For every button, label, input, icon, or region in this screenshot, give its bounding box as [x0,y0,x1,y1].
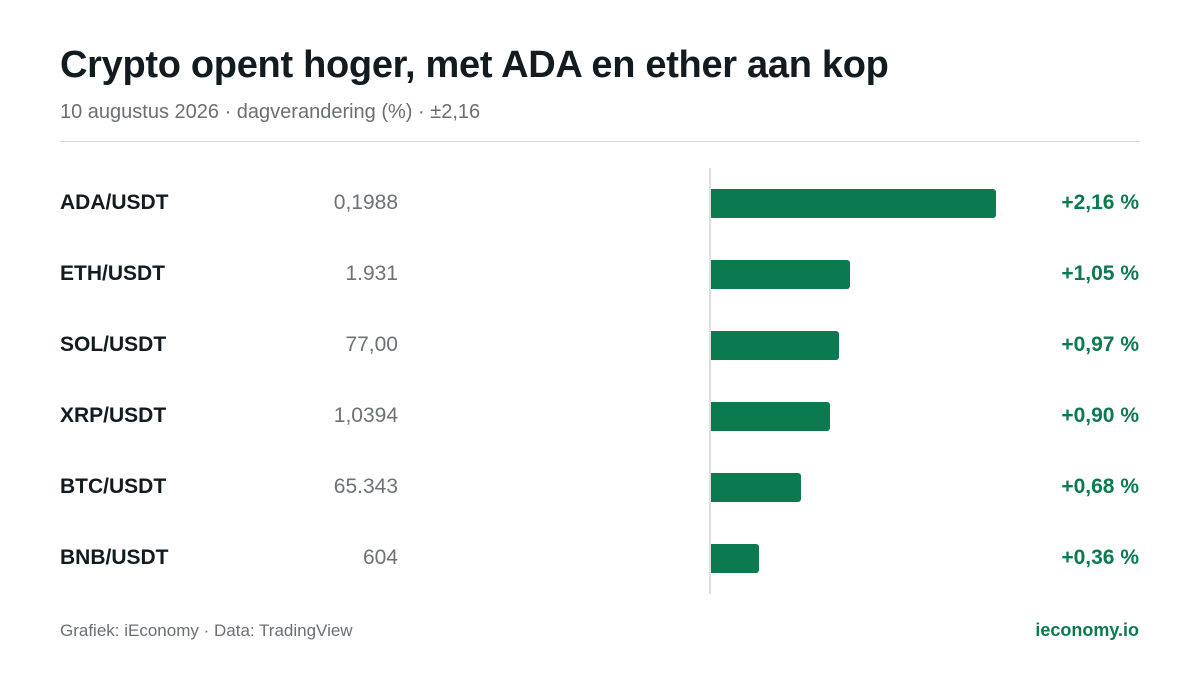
change-label: +0,36 % [1061,546,1139,569]
bar [711,331,839,360]
change-label: +0,90 % [1061,404,1139,427]
price-value: 1,0394 [333,404,398,427]
price-value: 77,00 [345,333,398,356]
pair-label: SOL/USDT [60,333,167,356]
table-row: BTC/USDT 65.343 +0,68 % [0,452,1200,523]
pair-label: XRP/USDT [60,404,167,427]
chart-subtitle: 10 augustus 2026 · dagverandering (%) · … [60,101,481,123]
source-credit: Grafiek: iEconomy · Data: TradingView [60,621,353,640]
price-value: 604 [362,546,398,569]
change-label: +2,16 % [1061,191,1139,214]
pair-label: BNB/USDT [60,546,169,569]
bar [711,189,996,218]
change-label: +1,05 % [1061,262,1139,285]
price-value: 0,1988 [333,191,398,214]
change-label: +0,97 % [1061,333,1139,356]
table-row: ADA/USDT 0,1988 +2,16 % [0,168,1200,239]
table-row: SOL/USDT 77,00 +0,97 % [0,310,1200,381]
chart-title: Crypto opent hoger, met ADA en ether aan… [60,44,889,86]
price-value: 65.343 [333,475,398,498]
table-row: XRP/USDT 1,0394 +0,90 % [0,381,1200,452]
bar [711,402,830,431]
bar [711,473,801,502]
table-row: BNB/USDT 604 +0,36 % [0,523,1200,594]
zero-axis-line [709,168,711,594]
header-divider [60,141,1140,142]
pair-label: ETH/USDT [60,262,165,285]
bar [711,260,850,289]
price-value: 1.931 [345,262,398,285]
change-label: +0,68 % [1061,475,1139,498]
brand-link[interactable]: ieconomy.io [1035,620,1139,640]
bar [711,544,759,573]
pair-label: BTC/USDT [60,475,167,498]
table-row: ETH/USDT 1.931 +1,05 % [0,239,1200,310]
pair-label: ADA/USDT [60,191,169,214]
